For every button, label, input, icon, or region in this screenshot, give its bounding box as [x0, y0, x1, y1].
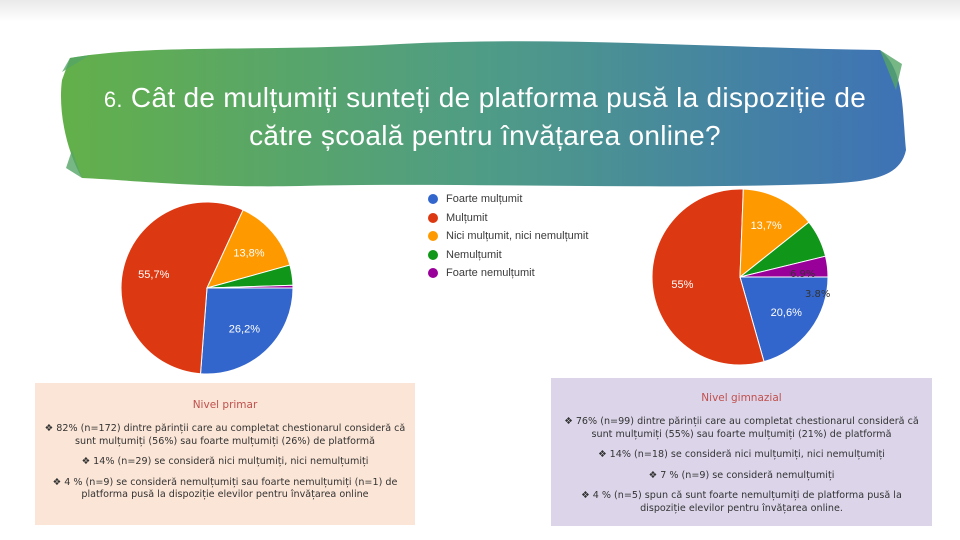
bullet-icon: ❖ — [581, 490, 590, 501]
pie-slice-nici-mulțumit-nici-nemulțumit — [206, 209, 291, 289]
gimnazial-point-2: ❖ 14% (n=18) se consideră nici mulțumiți,… — [559, 449, 924, 462]
pie-data-label: 26,2% — [229, 323, 260, 335]
primar-point-2: ❖ 14% (n=29) se consideră nici mulțumiți,… — [43, 456, 407, 469]
pie-slice-foarte-nemulțumit — [206, 284, 294, 289]
bullet-icon: ❖ — [44, 423, 54, 434]
gimnazial-point-4-text: 4 % (n=5) spun că sunt foarte nemulțumiț… — [592, 490, 902, 514]
bullet-icon: ❖ — [564, 416, 573, 427]
legend-label: Nemulțumit — [446, 248, 502, 261]
bullet-icon: ❖ — [598, 449, 607, 460]
pie-annotation-label: 3.8% — [805, 289, 830, 300]
primar-point-1: ❖ 82% (n=172) dintre părinții care au com… — [43, 423, 407, 448]
legend-item: Foarte nemulțumit — [428, 264, 588, 283]
gimnazial-point-1-text: 76% (n=99) dintre părinții care au compl… — [575, 416, 919, 440]
legend-label: Foarte nemulțumit — [446, 267, 535, 280]
legend-label: Foarte mulțumit — [446, 193, 523, 206]
gimnazial-point-2-text: 14% (n=18) se consideră nici mulțumiți, … — [609, 449, 885, 460]
gimnazial-point-3-text: 7 % (n=9) se consideră nemulțumiți — [660, 469, 835, 481]
legend-item: Foarte mulțumit — [428, 190, 588, 209]
pie-data-label: 13,8% — [233, 247, 264, 259]
bullet-icon: ❖ — [52, 476, 62, 488]
legend-label: Mulțumit — [446, 211, 488, 224]
title-banner — [60, 41, 907, 187]
primar-point-3-text: 4 % (n=9) se consideră nemulțumiți sau f… — [64, 476, 398, 501]
gimnazial-summary-box: Nivel gimnazial ❖ 76% (n=99) dintre părin… — [551, 378, 932, 526]
top-strip — [0, 0, 960, 22]
title-number: 6. — [103, 87, 123, 112]
primar-summary-box: Nivel primar ❖ 82% (n=172) dintre părinți… — [35, 383, 415, 525]
chart-legend: Foarte mulțumit Mulțumit Nici mulțumit, … — [428, 190, 588, 283]
pie-slice-foarte-mulțumit — [199, 287, 294, 375]
gimnazial-point-3: ❖ 7 % (n=9) se consideră nemulțumiți — [559, 470, 924, 483]
pie-data-label: 55% — [671, 279, 693, 291]
pie-annotation-label: 6.9% — [790, 269, 815, 280]
legend-item: Mulțumit — [428, 209, 588, 228]
primar-point-1-text: 82% (n=172) dintre părinții care au comp… — [56, 423, 406, 447]
primar-heading: Nivel primar — [192, 399, 258, 411]
legend-item: Nemulțumit — [428, 246, 588, 265]
pie-data-label: 55,7% — [138, 269, 169, 281]
title-text: Cât de mulțumiți sunteți de platforma pu… — [130, 82, 867, 151]
pie-slice-nici-mulțumit-nici-nemulțumit — [739, 188, 810, 279]
pie-slice-foarte-mulțumit — [739, 276, 829, 363]
bullet-icon: ❖ — [648, 469, 658, 481]
slide-title: 6. Cât de mulțumiți sunteți de platforma… — [95, 80, 875, 154]
pie-data-label: 20,6% — [771, 307, 802, 319]
pie-data-label: 13,7% — [751, 220, 782, 232]
legend-swatch — [428, 268, 438, 279]
primar-point-3: ❖ 4 % (n=9) se consideră nemulțumiți sau … — [43, 477, 407, 502]
bullet-icon: ❖ — [81, 456, 91, 467]
pie-slice-foarte-nemulțumit — [739, 255, 829, 278]
pie-chart-gimnazial: 20,6% 55% 13,7% 6.9% 3.8% — [651, 188, 830, 366]
pie-slice-mulțumit — [120, 201, 244, 375]
legend-swatch — [428, 249, 438, 260]
pie-slice-mulțumit — [651, 188, 765, 366]
pie-chart-primar: 26,2% 55,7% 13,8% — [120, 201, 294, 375]
legend-swatch — [428, 231, 438, 242]
gimnazial-heading: Nivel gimnazial — [701, 392, 782, 404]
primar-point-2-text: 14% (n=29) se consideră nici mulțumiți, … — [93, 456, 369, 467]
gimnazial-point-4: ❖ 4 % (n=5) spun că sunt foarte nemulțumi… — [559, 490, 924, 515]
legend-swatch — [428, 194, 438, 205]
gimnazial-point-1: ❖ 76% (n=99) dintre părinții care au comp… — [559, 416, 924, 441]
legend-item: Nici mulțumit, nici nemulțumit — [428, 227, 588, 246]
legend-label: Nici mulțumit, nici nemulțumit — [446, 230, 589, 243]
legend-swatch — [428, 212, 438, 223]
